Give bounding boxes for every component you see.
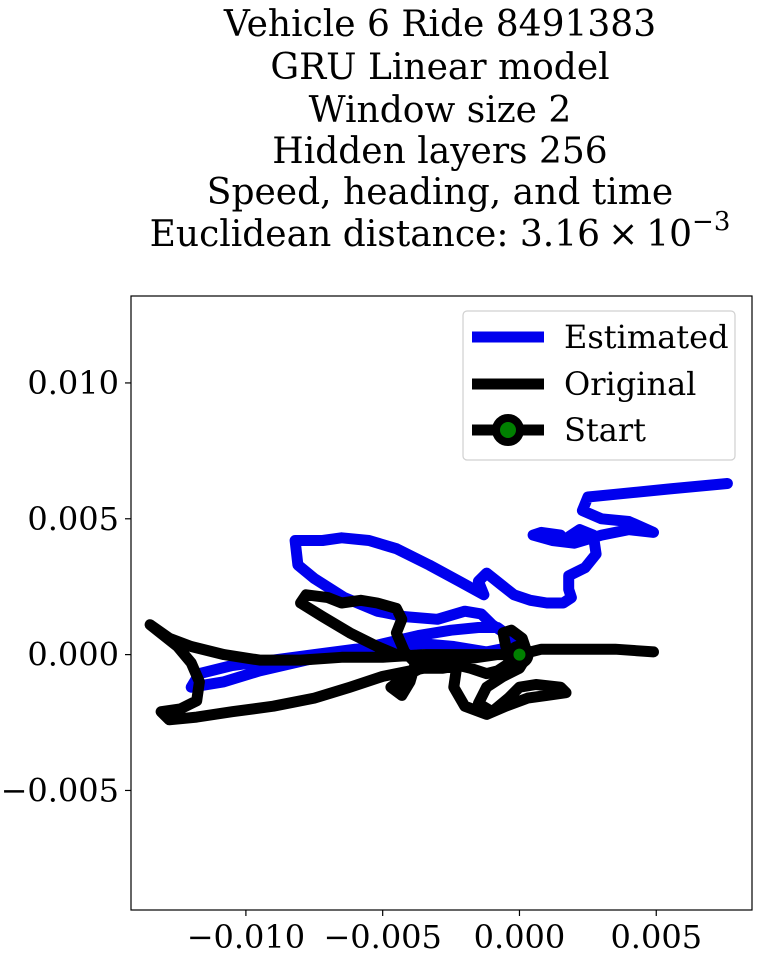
x-tick-label: −0.005 bbox=[323, 918, 441, 956]
title-distance-exponent: −3 bbox=[692, 207, 730, 237]
start-marker bbox=[505, 640, 534, 669]
x-tick-label: 0.000 bbox=[474, 918, 566, 956]
x-tick-label: 0.005 bbox=[610, 918, 702, 956]
y-tick-label: 0.000 bbox=[27, 636, 119, 674]
title-distance-base: 10 bbox=[646, 214, 692, 255]
title-distance-prefix: Euclidean distance: 3.16 bbox=[150, 214, 600, 255]
title-line: Vehicle 6 Ride 8491383 bbox=[223, 4, 656, 45]
title-distance-times: × bbox=[608, 214, 638, 255]
title-line: Hidden layers 256 bbox=[272, 131, 607, 172]
legend-frame bbox=[462, 310, 736, 461]
x-tick-label: −0.010 bbox=[187, 918, 305, 956]
y-tick-label: 0.010 bbox=[27, 364, 119, 402]
chart-title: Vehicle 6 Ride 8491383 GRU Linear model … bbox=[150, 4, 731, 255]
series-layer bbox=[144, 478, 733, 726]
title-line: Speed, heading, and time bbox=[207, 172, 673, 213]
title-distance: Euclidean distance: 3.16 × 10−3 bbox=[150, 207, 731, 255]
series-line-estimated bbox=[185, 478, 733, 693]
legend-label-start: Start bbox=[564, 411, 646, 449]
legend-label-original: Original bbox=[564, 365, 696, 403]
y-tick-label: −0.005 bbox=[1, 771, 119, 809]
plot-frame bbox=[130, 295, 753, 911]
legend-label-estimated: Estimated bbox=[564, 318, 729, 356]
legend: Estimated Original Start bbox=[462, 310, 736, 461]
series-line-original bbox=[144, 589, 659, 726]
y-tick-label: 0.005 bbox=[27, 500, 119, 538]
legend-swatch-start-marker bbox=[492, 414, 524, 446]
title-line: GRU Linear model bbox=[270, 47, 609, 88]
title-line: Window size 2 bbox=[309, 90, 572, 131]
axis-ticks: −0.010 −0.005 0.000 0.005 0.010 0.005 0.000 −0.… bbox=[1, 364, 702, 956]
